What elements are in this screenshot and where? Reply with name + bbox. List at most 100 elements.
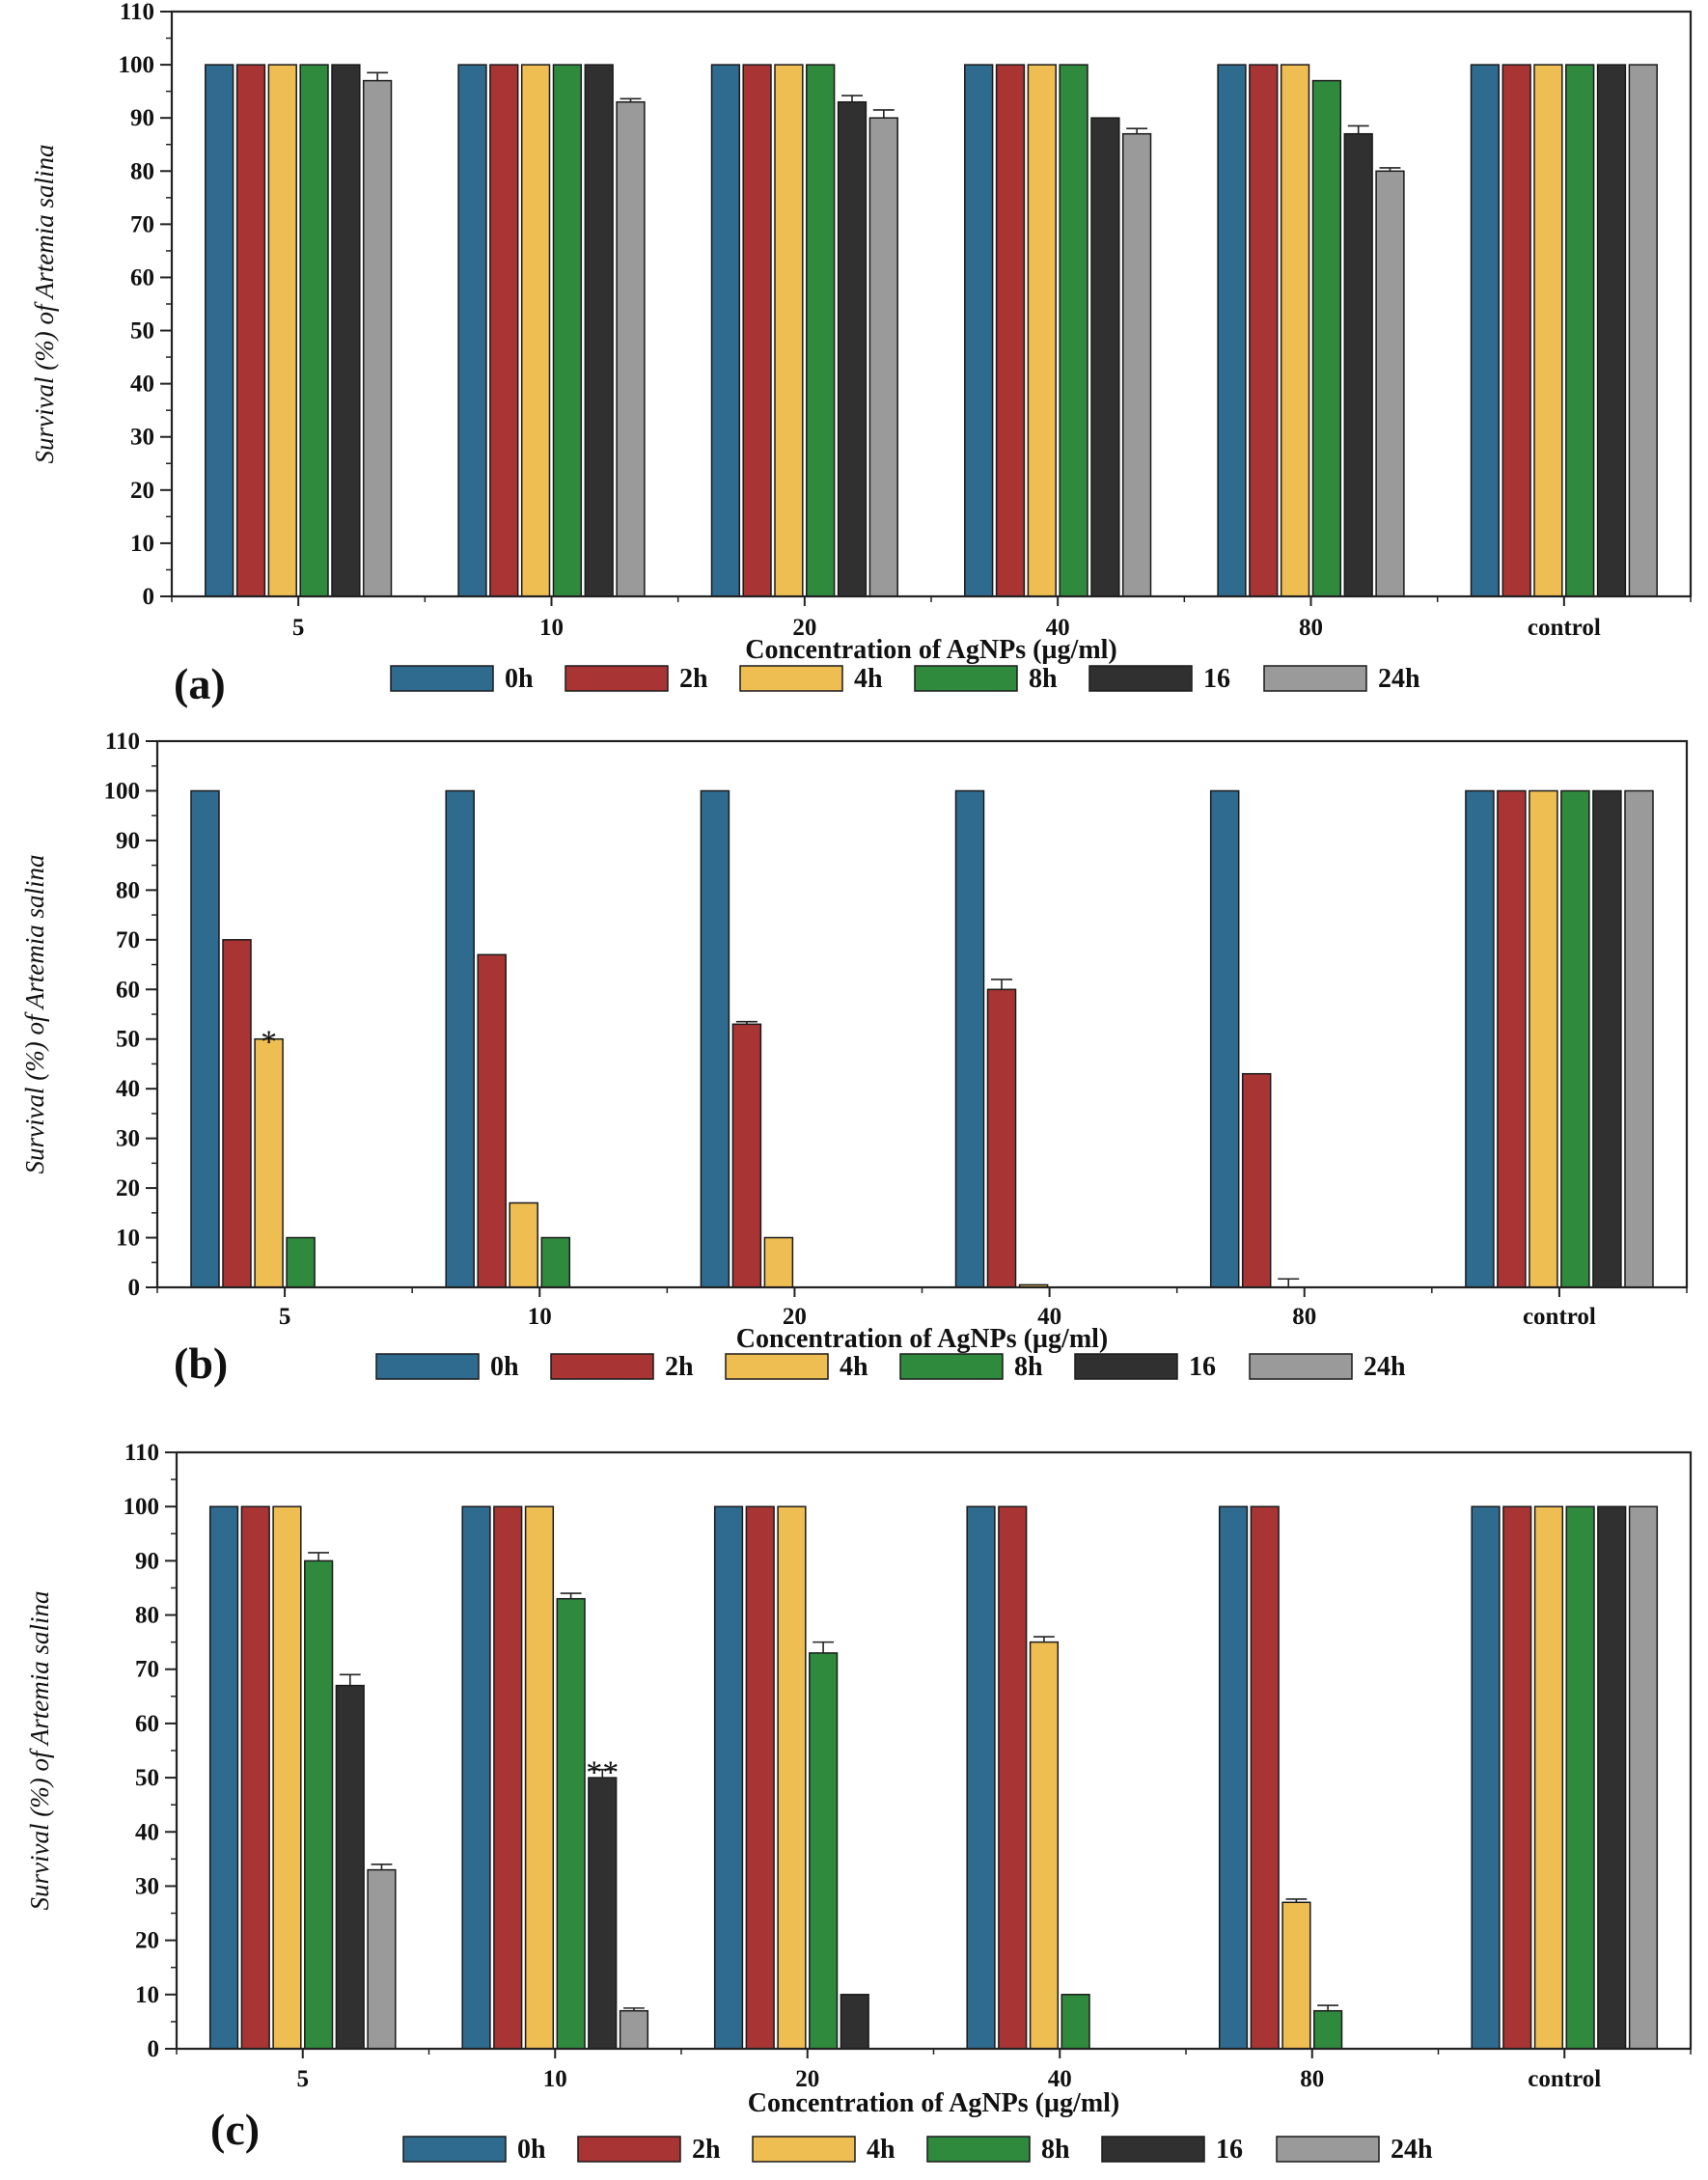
- y-tick-label: 60: [116, 977, 140, 1003]
- x-axis-label: Concentration of AgNPs (µg/ml): [748, 2088, 1120, 2118]
- x-tick-label: 80: [1300, 2066, 1324, 2092]
- bar-2h-40: [995, 64, 1026, 597]
- y-tick-label: 90: [116, 828, 140, 854]
- bar-16-20: [840, 1994, 869, 2050]
- legend-swatch-16: [1101, 2136, 1205, 2163]
- error-bar: [592, 1768, 614, 1779]
- bar-8h-10: [552, 64, 583, 597]
- bar-8h-80: [1311, 79, 1342, 597]
- x-tick-label: 10: [528, 1304, 552, 1330]
- x-tick-label: 80: [1292, 1304, 1316, 1330]
- x-tick-label: 5: [292, 615, 305, 641]
- panel-label: (a): [174, 659, 226, 708]
- bar-4h-5: [267, 64, 297, 597]
- error-bar: [1278, 1278, 1300, 1287]
- error-bar: [1126, 127, 1148, 134]
- bar-2h-control: [1502, 1505, 1532, 2050]
- bar-4h-40: [1027, 64, 1057, 597]
- bar-2h-20: [745, 1505, 775, 2050]
- y-tick-label: 70: [116, 927, 140, 953]
- legend-swatch-0h: [390, 665, 494, 692]
- bar-2h-5: [222, 939, 252, 1288]
- legend-swatch-2h: [565, 665, 669, 692]
- error-bar: [620, 97, 642, 102]
- x-tick-label: control: [1523, 1304, 1596, 1330]
- bar-0h-control: [1470, 64, 1501, 597]
- bar-4h-10: [509, 1201, 538, 1288]
- bar-24h-20: [868, 117, 898, 597]
- legend-label: 4h: [840, 1352, 868, 1382]
- x-tick-label: 40: [1046, 615, 1070, 641]
- bar-2h-40: [986, 988, 1017, 1288]
- legend-swatch-16: [1088, 665, 1193, 692]
- x-tick-label: 40: [1037, 1304, 1061, 1330]
- bar-0h-5: [208, 1505, 239, 2050]
- bar-4h-40: [1029, 1641, 1060, 2050]
- y-tick-label: 40: [130, 372, 154, 398]
- error-bar: [841, 95, 863, 102]
- bar-8h-control: [1565, 64, 1595, 597]
- bar-0h-20: [700, 789, 730, 1288]
- chart-panel-a: 0 10 20 30 40 50 60 70 80 90 100 110 5 10 20 40 80 contro…: [30, 0, 1693, 708]
- bar-0h-control: [1471, 1505, 1501, 2050]
- y-tick-label: 110: [120, 0, 154, 25]
- y-tick-label: 20: [130, 478, 154, 504]
- y-tick-label: 50: [135, 1765, 159, 1791]
- y-tick-label: 20: [116, 1175, 140, 1201]
- y-tick-label: 100: [124, 1494, 160, 1520]
- bar-16-5: [335, 1684, 365, 2050]
- panel-label: (c): [210, 2105, 260, 2154]
- bar-24h-40: [1121, 132, 1152, 597]
- x-tick-label: 5: [279, 1304, 291, 1330]
- x-tick-label: 20: [795, 2066, 819, 2092]
- error-bar: [1379, 167, 1401, 172]
- legend: 0h 2h 4h 8h 16 24h: [402, 2135, 1433, 2165]
- error-bar: [1285, 1898, 1308, 1903]
- significance-marker: **: [586, 1755, 619, 1791]
- legend-label: 24h: [1378, 664, 1420, 694]
- legend-swatch-24h: [1249, 1353, 1353, 1380]
- bar-4h-control: [1529, 789, 1558, 1288]
- plot-frame: [170, 10, 1693, 598]
- x-tick-label: 20: [792, 615, 816, 641]
- bar-24h-5: [362, 79, 393, 597]
- legend-swatch-24h: [1263, 665, 1367, 692]
- panel-label: (b): [174, 1338, 228, 1388]
- bar-8h-40: [1061, 1994, 1090, 2050]
- legend-swatch-0h: [375, 1353, 480, 1380]
- error-bar: [367, 71, 389, 81]
- bar-0h-10: [445, 789, 475, 1288]
- bar-2h-5: [235, 64, 266, 597]
- legend-swatch-8h: [926, 2136, 1031, 2163]
- bar-0h-80: [1218, 1505, 1249, 2050]
- bar-8h-10: [556, 1597, 586, 2050]
- bar-8h-control: [1565, 1505, 1595, 2050]
- y-tick-label: 10: [116, 1226, 140, 1252]
- bar-0h-10: [461, 1505, 491, 2050]
- legend-label: 16: [1203, 664, 1230, 694]
- legend-label: 0h: [517, 2135, 546, 2165]
- y-tick-label: 60: [130, 264, 154, 290]
- bar-2h-20: [731, 1023, 762, 1288]
- error-bar: [1317, 2004, 1338, 2011]
- error-bar: [1033, 1636, 1055, 1642]
- y-tick-label: 90: [130, 105, 154, 131]
- bar-0h-10: [457, 64, 487, 597]
- x-tick-label: 20: [783, 1304, 807, 1330]
- bar-8h-5: [299, 64, 329, 597]
- y-axis-label: Survival (%) of Artemia salina: [30, 145, 59, 464]
- legend-swatch-16: [1074, 1353, 1178, 1380]
- error-bar: [813, 1641, 834, 1653]
- error-bar: [308, 1552, 329, 1561]
- bar-8h-control: [1560, 789, 1590, 1288]
- bar-8h-5: [286, 1236, 316, 1288]
- bar-2h-5: [240, 1505, 270, 2050]
- bar-4h-20: [763, 1236, 794, 1288]
- legend-label: 4h: [867, 2135, 895, 2165]
- bar-4h-80: [1281, 1901, 1311, 2050]
- legend-swatch-4h: [752, 2136, 856, 2163]
- legend-swatch-4h: [739, 665, 843, 692]
- bar-2h-80: [1250, 1505, 1280, 2050]
- legend-label: 0h: [490, 1352, 519, 1382]
- bar-24h-10: [616, 100, 646, 597]
